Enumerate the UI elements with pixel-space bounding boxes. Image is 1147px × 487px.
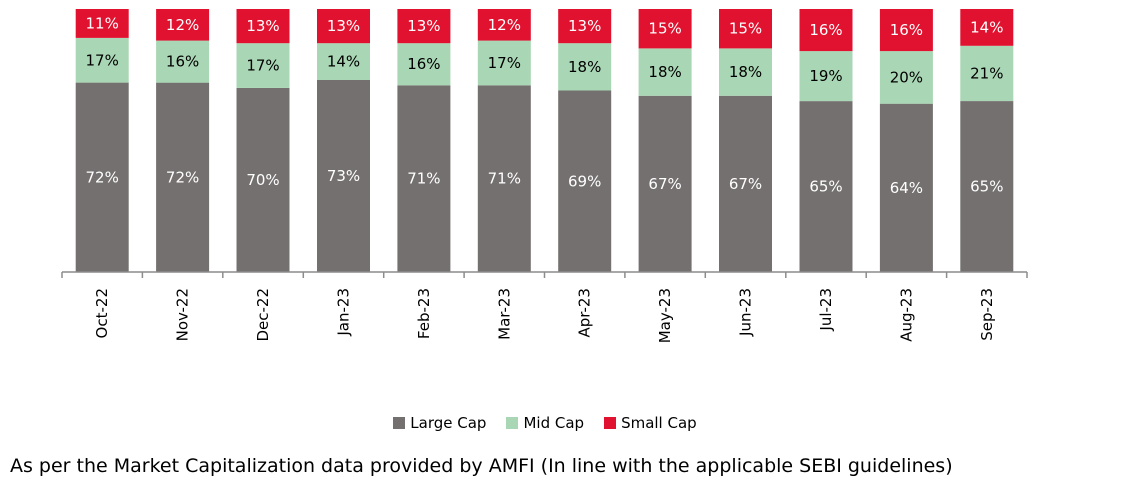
- data-label-large-cap-apr-23: 69%: [568, 172, 601, 190]
- stacked-bar-chart: 72% 17% 11% 72% 16% 12% 70% 17% 13% 73% 14% 13% 71% 1…: [61, 9, 1028, 343]
- x-tick-label-apr-23: Apr-23: [576, 288, 594, 338]
- x-tick-label-oct-22: Oct-22: [93, 288, 111, 338]
- bar-mid-cap-sep-23: [960, 45, 1014, 101]
- bar-mid-cap-dec-22: [236, 43, 290, 88]
- bar-mid-cap-mar-23: [477, 40, 531, 86]
- data-label-small-cap-may-23: 15%: [648, 20, 681, 38]
- data-label-large-cap-oct-22: 72%: [86, 168, 119, 186]
- bar-large-cap-dec-22: [236, 87, 290, 273]
- data-label-large-cap-feb-23: 71%: [407, 170, 440, 188]
- x-tick-label-jun-23: Jun-23: [737, 288, 755, 337]
- bar-small-cap-jan-23: [317, 9, 370, 44]
- bar-small-cap-jul-23: [799, 9, 853, 52]
- data-label-large-cap-may-23: 67%: [648, 175, 681, 193]
- bar-mid-cap-oct-22: [75, 37, 129, 83]
- x-axis: Oct-22 Nov-22 Dec-22 Jan-23 Feb-23 Mar-23 Apr-…: [61, 271, 1028, 343]
- data-label-small-cap-nov-22: 12%: [166, 16, 199, 34]
- data-label-mid-cap-feb-23: 16%: [407, 55, 440, 73]
- bar-small-cap-may-23: [638, 9, 692, 49]
- data-label-mid-cap-nov-22: 16%: [166, 53, 199, 71]
- data-label-large-cap-sep-23: 65%: [970, 178, 1003, 196]
- legend-label-mid-cap: Mid Cap: [523, 414, 585, 432]
- x-tick-label-feb-23: Feb-23: [415, 288, 433, 339]
- bars-group: 72% 17% 11% 72% 16% 12% 70% 17% 13% 73% 14% 13% 71% 1…: [75, 9, 1014, 273]
- data-label-large-cap-mar-23: 71%: [488, 170, 521, 188]
- bar-mid-cap-feb-23: [397, 43, 451, 86]
- legend-label-large-cap: Large Cap: [410, 414, 487, 432]
- data-label-mid-cap-oct-22: 17%: [86, 51, 119, 69]
- bar-large-cap-jun-23: [719, 95, 772, 272]
- legend-item-large-cap: Large Cap: [393, 414, 486, 432]
- data-label-small-cap-jun-23: 15%: [729, 20, 762, 38]
- data-label-small-cap-oct-22: 11%: [86, 15, 119, 33]
- data-label-small-cap-jul-23: 16%: [809, 21, 842, 39]
- data-label-mid-cap-jun-23: 18%: [729, 63, 762, 81]
- bar-large-cap-jan-23: [317, 80, 370, 272]
- bar-mid-cap-nov-22: [156, 40, 210, 83]
- bar-small-cap-dec-22: [236, 9, 290, 44]
- data-label-mid-cap-may-23: 18%: [648, 63, 681, 81]
- bar-large-cap-jul-23: [799, 101, 853, 272]
- bar-large-cap-aug-23: [879, 103, 933, 272]
- bar-small-cap-oct-22: [75, 9, 129, 38]
- bar-large-cap-sep-23: [960, 101, 1014, 272]
- legend: Large Cap Mid Cap Small Cap: [0, 414, 1090, 432]
- bar-small-cap-aug-23: [879, 9, 933, 52]
- x-tick-label-may-23: May-23: [656, 288, 674, 343]
- bar-large-cap-apr-23: [558, 90, 612, 272]
- legend-swatch-large-cap: [393, 417, 406, 429]
- data-label-mid-cap-apr-23: 18%: [568, 58, 601, 76]
- data-label-small-cap-apr-23: 13%: [568, 17, 601, 35]
- legend-item-small-cap: Small Cap: [604, 414, 697, 432]
- data-label-large-cap-aug-23: 64%: [890, 179, 923, 197]
- legend-item-mid-cap: Mid Cap: [506, 414, 584, 432]
- bar-small-cap-feb-23: [397, 9, 451, 44]
- bar-mid-cap-jul-23: [799, 51, 853, 102]
- bar-small-cap-sep-23: [960, 9, 1014, 46]
- data-label-mid-cap-dec-22: 17%: [246, 57, 279, 75]
- x-tick-label-jul-23: Jul-23: [817, 288, 835, 332]
- data-label-large-cap-jun-23: 67%: [729, 175, 762, 193]
- legend-swatch-mid-cap: [506, 417, 519, 429]
- bar-large-cap-oct-22: [75, 82, 129, 272]
- x-tick-label-dec-22: Dec-22: [254, 288, 272, 342]
- bar-mid-cap-jan-23: [317, 43, 370, 80]
- data-label-large-cap-nov-22: 72%: [166, 168, 199, 186]
- data-label-small-cap-feb-23: 13%: [407, 17, 440, 35]
- data-label-mid-cap-jan-23: 14%: [327, 53, 360, 71]
- data-label-small-cap-aug-23: 16%: [890, 21, 923, 39]
- x-tick-label-sep-23: Sep-23: [978, 288, 996, 341]
- data-label-small-cap-jan-23: 13%: [327, 17, 360, 35]
- x-tick-label-jan-23: Jan-23: [335, 288, 353, 337]
- bar-large-cap-mar-23: [477, 85, 531, 272]
- data-label-mid-cap-mar-23: 17%: [488, 54, 521, 72]
- bar-mid-cap-may-23: [638, 48, 692, 96]
- bar-small-cap-apr-23: [558, 9, 612, 44]
- data-label-small-cap-sep-23: 14%: [970, 18, 1003, 36]
- data-label-mid-cap-jul-23: 19%: [809, 67, 842, 85]
- bar-mid-cap-jun-23: [719, 48, 772, 96]
- x-tick-label-aug-23: Aug-23: [897, 288, 915, 342]
- data-label-large-cap-jul-23: 65%: [809, 178, 842, 196]
- data-label-small-cap-mar-23: 12%: [488, 16, 521, 34]
- bar-large-cap-may-23: [638, 95, 692, 272]
- legend-label-small-cap: Small Cap: [621, 414, 697, 432]
- bar-large-cap-feb-23: [397, 85, 451, 272]
- data-label-large-cap-jan-23: 73%: [327, 167, 360, 185]
- bar-small-cap-jun-23: [719, 9, 772, 49]
- bar-small-cap-nov-22: [156, 9, 210, 41]
- bar-large-cap-nov-22: [156, 82, 210, 272]
- bar-small-cap-mar-23: [477, 9, 531, 41]
- legend-swatch-small-cap: [604, 417, 617, 429]
- footnote: As per the Market Capitalization data pr…: [10, 455, 953, 477]
- data-label-mid-cap-aug-23: 20%: [890, 68, 923, 86]
- x-tick-label-nov-22: Nov-22: [174, 288, 192, 341]
- bar-mid-cap-apr-23: [558, 43, 612, 91]
- bar-mid-cap-aug-23: [879, 51, 933, 104]
- x-tick-label-mar-23: Mar-23: [495, 288, 513, 340]
- data-label-mid-cap-sep-23: 21%: [970, 64, 1003, 82]
- data-label-large-cap-dec-22: 70%: [246, 171, 279, 189]
- data-label-small-cap-dec-22: 13%: [246, 17, 279, 35]
